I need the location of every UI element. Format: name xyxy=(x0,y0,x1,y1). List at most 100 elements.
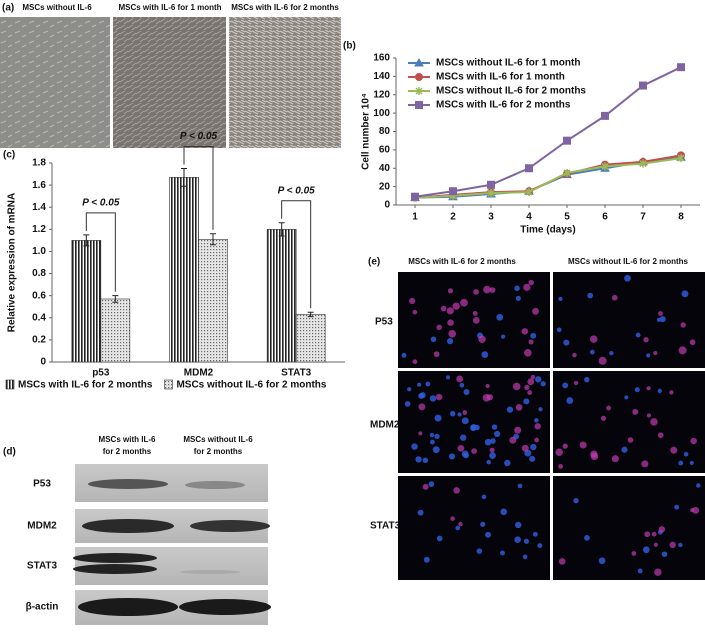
stain xyxy=(447,319,454,326)
nucleus xyxy=(556,327,562,333)
nucleus xyxy=(683,451,689,457)
significance-bracket xyxy=(85,212,116,292)
nucleus xyxy=(417,509,424,516)
y-tick-label: 0.2 xyxy=(32,335,46,346)
nucleus xyxy=(449,410,456,417)
marker xyxy=(677,63,685,72)
stain xyxy=(412,309,418,315)
nucleus xyxy=(621,446,628,453)
stain xyxy=(643,337,649,343)
stain xyxy=(528,279,534,286)
stain xyxy=(530,374,536,380)
nucleus xyxy=(657,388,662,394)
nucleus xyxy=(484,438,492,446)
nucleus xyxy=(429,432,435,438)
nucleus xyxy=(506,406,514,413)
stain xyxy=(627,437,634,443)
nucleus xyxy=(689,460,694,466)
y-tick-label: 40 xyxy=(379,163,391,174)
marker xyxy=(677,154,685,163)
micrograph xyxy=(0,17,110,148)
stain xyxy=(521,444,529,452)
stain xyxy=(646,413,652,418)
stain xyxy=(472,311,478,316)
nucleus xyxy=(624,274,631,282)
image-header: MSCs without IL-6 for 2 months xyxy=(568,257,689,266)
stain xyxy=(478,335,486,344)
marker xyxy=(563,136,571,145)
nucleus xyxy=(534,418,539,423)
stain xyxy=(523,283,531,291)
nucleus xyxy=(490,438,496,444)
y-tick-label: 1.4 xyxy=(32,202,46,213)
y-tick-label: 0 xyxy=(40,357,46,368)
bar xyxy=(198,238,228,363)
nucleus xyxy=(415,456,422,463)
nucleus xyxy=(418,393,425,399)
nucleus xyxy=(678,542,683,548)
stain xyxy=(460,298,468,307)
nucleus xyxy=(401,352,407,358)
x-tick-label: 5 xyxy=(564,212,570,223)
stain xyxy=(650,418,658,426)
stain xyxy=(448,329,457,338)
nucleus xyxy=(696,483,701,488)
marker xyxy=(415,87,423,95)
nucleus xyxy=(535,376,542,383)
nucleus xyxy=(425,381,431,387)
error-bar xyxy=(181,168,187,187)
nucleus xyxy=(517,483,523,489)
stain xyxy=(433,351,440,358)
nucleus xyxy=(423,556,430,563)
stain xyxy=(558,558,566,565)
annotation: P < 0.05 xyxy=(82,198,120,209)
significance-bracket xyxy=(281,200,312,309)
image-caption: MSCs with IL-6 for 2 months xyxy=(231,3,339,12)
x-tick-label: STAT3 xyxy=(281,368,312,379)
stain xyxy=(657,432,664,439)
stain xyxy=(446,307,454,315)
nucleus xyxy=(407,387,412,392)
x-axis-label: Time (days) xyxy=(520,225,575,236)
nucleus xyxy=(587,292,594,299)
stain xyxy=(473,289,479,295)
fluorescence-images xyxy=(398,272,705,580)
stain xyxy=(418,403,426,411)
nucleus xyxy=(459,382,465,388)
series-line xyxy=(414,66,682,198)
legend-label: MSCs with IL-6 for 2 months xyxy=(436,100,571,111)
marker xyxy=(525,164,533,173)
y-axis-label: Relative expression of mRNA xyxy=(7,193,18,333)
nucleus xyxy=(635,332,641,338)
nucleus xyxy=(476,548,483,554)
stain xyxy=(457,444,465,452)
y-tick-label: 0.8 xyxy=(32,268,46,279)
stain xyxy=(632,408,639,415)
nucleus xyxy=(432,446,440,454)
series-line xyxy=(414,157,682,199)
fluorescence-image xyxy=(553,371,705,473)
y-axis-label: Cell number 10⁴ xyxy=(361,93,372,170)
stain xyxy=(450,516,455,521)
nucleus xyxy=(609,350,614,356)
nucleus xyxy=(563,339,570,346)
blot-header: MSCs without IL-6 xyxy=(183,435,253,444)
nucleus xyxy=(532,531,538,537)
nucleus xyxy=(457,412,462,417)
stain xyxy=(555,448,563,456)
stain xyxy=(534,437,539,443)
legend-label: MSCs with IL-6 for 1 month xyxy=(436,72,565,83)
fluorescence-image xyxy=(398,476,550,580)
stain xyxy=(658,311,663,316)
stain xyxy=(669,541,676,549)
nucleus xyxy=(436,535,443,542)
blot-header: MSCs with IL-6 xyxy=(99,435,156,444)
stain xyxy=(590,452,599,461)
stain xyxy=(534,423,541,430)
stain xyxy=(483,285,491,294)
stain xyxy=(631,551,637,556)
nucleus xyxy=(470,424,477,432)
stain xyxy=(611,455,619,463)
nucleus xyxy=(598,557,606,565)
